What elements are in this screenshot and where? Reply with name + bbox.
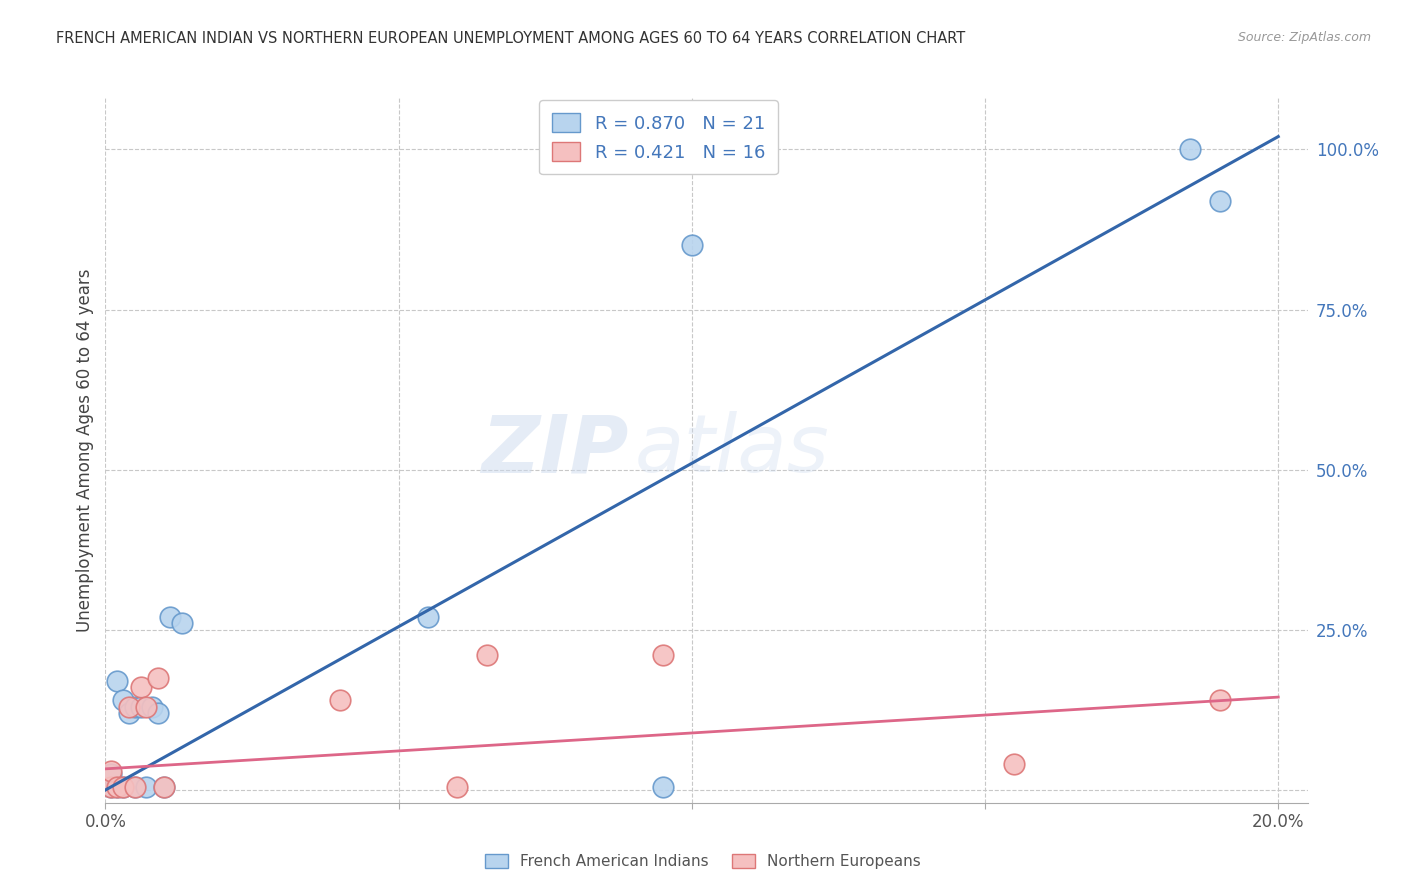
Point [129, 699, 152, 714]
Point [135, 699, 157, 714]
Point [105, 674, 128, 689]
Legend: French American Indians, Northern Europeans: French American Indians, Northern Europe… [479, 847, 927, 875]
Point [112, 693, 135, 707]
Point [112, 780, 135, 794]
Point [124, 780, 146, 794]
Point [129, 681, 152, 695]
Point [135, 780, 157, 794]
Text: ZIP: ZIP [481, 411, 628, 490]
Point [681, 238, 703, 252]
Point [651, 648, 673, 663]
Point [112, 780, 135, 794]
Point [1002, 757, 1025, 772]
Text: FRENCH AMERICAN INDIAN VS NORTHERN EUROPEAN UNEMPLOYMENT AMONG AGES 60 TO 64 YEA: FRENCH AMERICAN INDIAN VS NORTHERN EUROP… [56, 31, 966, 46]
Point [475, 648, 498, 663]
Point [100, 780, 122, 794]
Point [1208, 693, 1230, 707]
Point [100, 764, 122, 778]
Point [153, 780, 176, 794]
Point [141, 699, 163, 714]
Point [105, 780, 128, 794]
Point [159, 610, 181, 624]
Point [118, 699, 141, 714]
Point [1208, 194, 1230, 208]
Text: Source: ZipAtlas.com: Source: ZipAtlas.com [1237, 31, 1371, 45]
Point [118, 706, 141, 720]
Point [124, 780, 146, 794]
Point [170, 616, 193, 631]
Point [100, 780, 122, 794]
Point [100, 767, 122, 781]
Point [446, 780, 468, 794]
Point [651, 780, 673, 794]
Point [416, 610, 439, 624]
Point [329, 693, 352, 707]
Point [1180, 142, 1202, 156]
Y-axis label: Unemployment Among Ages 60 to 64 years: Unemployment Among Ages 60 to 64 years [76, 268, 94, 632]
Legend: R = 0.870   N = 21, R = 0.421   N = 16: R = 0.870 N = 21, R = 0.421 N = 16 [538, 100, 778, 174]
Text: atlas: atlas [634, 411, 830, 490]
Point [153, 780, 176, 794]
Point [105, 780, 128, 794]
Point [148, 706, 170, 720]
Point [124, 699, 146, 714]
Point [148, 671, 170, 685]
